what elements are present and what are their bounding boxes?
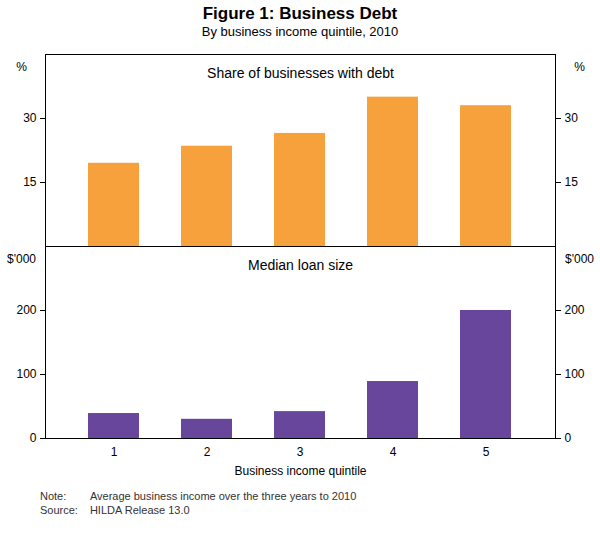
svg-text:0: 0 <box>30 431 37 445</box>
html-text:By business income quintile, 2: By business income quintile, 2010 <box>201 24 399 39</box>
svg-text:1: 1 <box>111 445 118 459</box>
svg-text:3: 3 <box>297 445 304 459</box>
svg-text:200: 200 <box>16 303 36 317</box>
svg-text:$'000: $'000 <box>7 252 36 266</box>
svg-text:100: 100 <box>565 367 585 381</box>
svg-text:100: 100 <box>16 367 36 381</box>
html-text:HILDA Release 13.0: HILDA Release 13.0 <box>89 504 190 516</box>
svg-text:15: 15 <box>565 175 579 189</box>
html-text:Note:: Note: <box>40 490 67 502</box>
svg-text:%: % <box>16 60 27 74</box>
svg-text:$'000: $'000 <box>565 252 594 266</box>
svg-text:%: % <box>574 60 585 74</box>
svg-text:5: 5 <box>483 445 490 459</box>
svg-text:2: 2 <box>204 445 211 459</box>
svg-text:30: 30 <box>23 111 37 125</box>
html-text:Average business income over t: Average business income over the three y… <box>89 490 357 502</box>
svg-text:4: 4 <box>390 445 397 459</box>
svg-text:Median loan size: Median loan size <box>248 257 353 273</box>
svg-text:15: 15 <box>23 175 37 189</box>
svg-text:200: 200 <box>565 303 585 317</box>
html-text:Source:: Source: <box>40 504 78 516</box>
svg-text:Share of businesses with debt: Share of businesses with debt <box>207 65 394 81</box>
html-text:Figure 1: Business Debt: Figure 1: Business Debt <box>202 4 398 23</box>
svg-text:0: 0 <box>565 431 572 445</box>
svg-text:Business income quintile: Business income quintile <box>234 464 366 478</box>
svg-text:30: 30 <box>565 111 579 125</box>
